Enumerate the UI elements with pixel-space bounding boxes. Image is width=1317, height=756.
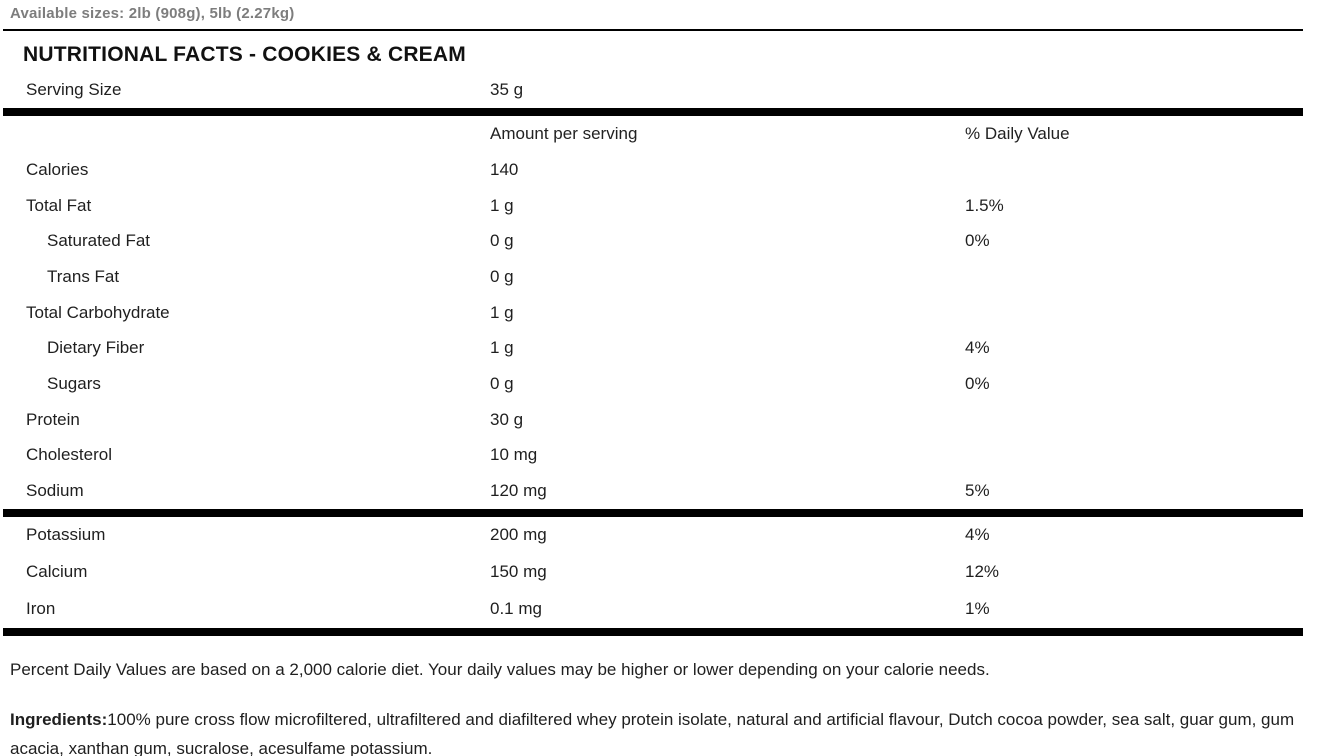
nutrient-amount: 1 g [490, 195, 514, 215]
nutrient-dv: 12% [965, 562, 1000, 582]
nutrient-row-protein: Protein 30 g [3, 402, 1303, 438]
nutrient-label: Total Carbohydrate [26, 302, 170, 322]
nutrient-label: Dietary Fiber [47, 338, 145, 358]
nutrient-amount: 1 g [490, 338, 514, 358]
nutrient-label: Protein [26, 409, 80, 429]
serving-size-value: 35 g [490, 79, 524, 99]
nutrient-amount: 0 g [490, 373, 514, 393]
nutrient-label: Trans Fat [47, 266, 120, 286]
daily-value-note: Percent Daily Values are based on a 2,00… [10, 659, 990, 679]
nutrient-amount: 0 g [490, 231, 514, 251]
nutrient-label: Cholesterol [26, 445, 112, 465]
nutrient-row-dietary-fiber: Dietary Fiber 1 g 4% [3, 330, 1303, 366]
nutrient-row-total-fat: Total Fat 1 g 1.5% [3, 188, 1303, 224]
nutrient-row-saturated-fat: Saturated Fat 0 g 0% [3, 223, 1303, 259]
mineral-row-calcium: Calcium 150 mg 12% [3, 554, 1303, 591]
ingredients-label: Ingredients: [10, 709, 108, 729]
nutrient-row-sodium: Sodium 120 mg 5% [3, 473, 1303, 509]
nutrient-label: Calcium [26, 562, 88, 582]
nutrition-footer: Percent Daily Values are based on a 2,00… [10, 660, 1303, 756]
nutrient-dv: 1.5% [965, 195, 1004, 215]
mineral-row-iron: Iron 0.1 mg 1% [3, 591, 1303, 628]
nutrition-facts-table: NUTRITIONAL FACTS - COOKIES & CREAM Serv… [3, 29, 1303, 636]
nutrient-dv: 4% [965, 338, 990, 358]
nutrition-table-title: NUTRITIONAL FACTS - COOKIES & CREAM [23, 43, 466, 66]
column-header-row: Amount per serving % Daily Value [3, 116, 1303, 152]
nutrient-amount: 30 g [490, 409, 524, 429]
nutrient-label: Potassium [26, 525, 106, 545]
nutrient-label: Saturated Fat [47, 231, 151, 251]
nutrient-label: Total Fat [26, 195, 92, 215]
mineral-row-potassium: Potassium 200 mg 4% [3, 517, 1303, 554]
nutrient-amount: 10 mg [490, 445, 538, 465]
nutrient-amount: 0.1 mg [490, 599, 542, 619]
nutrient-label: Sugars [47, 373, 101, 393]
ingredients-paragraph: Ingredients:100% pure cross flow microfi… [10, 705, 1303, 756]
nutrient-row-cholesterol: Cholesterol 10 mg [3, 438, 1303, 474]
daily-value-column-header: % Daily Value [965, 124, 1070, 143]
nutrient-dv: 4% [965, 525, 990, 545]
ingredients-text: 100% pure cross flow microfiltered, ultr… [10, 709, 1295, 756]
nutrient-row-sugars: Sugars 0 g 0% [3, 366, 1303, 402]
amount-column-header: Amount per serving [490, 124, 638, 143]
table-divider-top [3, 108, 1303, 116]
serving-size-label: Serving Size [26, 79, 122, 99]
nutrient-dv: 1% [965, 599, 990, 619]
nutrient-amount: 200 mg [490, 525, 547, 545]
nutrient-amount: 120 mg [490, 481, 547, 501]
nutrient-row-total-carbohydrate: Total Carbohydrate 1 g [3, 295, 1303, 331]
serving-size-row: Serving Size 35 g [3, 71, 1303, 108]
nutrient-dv: 0% [965, 231, 990, 251]
nutrient-row-trans-fat: Trans Fat 0 g [3, 259, 1303, 295]
nutrient-label: Sodium [26, 481, 84, 501]
nutrient-dv: 5% [965, 481, 990, 501]
nutrient-amount: 140 [490, 159, 519, 179]
available-sizes-text: Available sizes: 2lb (908g), 5lb (2.27kg… [10, 5, 295, 22]
nutrient-amount: 150 mg [490, 562, 547, 582]
nutrient-label: Iron [26, 599, 56, 619]
nutrient-row-calories: Calories 140 [3, 152, 1303, 188]
nutrient-amount: 0 g [490, 266, 514, 286]
nutrient-label: Calories [26, 159, 89, 179]
nutrient-amount: 1 g [490, 302, 514, 322]
table-divider-bottom [3, 627, 1303, 636]
nutrient-dv: 0% [965, 373, 990, 393]
table-divider-middle [3, 508, 1303, 517]
